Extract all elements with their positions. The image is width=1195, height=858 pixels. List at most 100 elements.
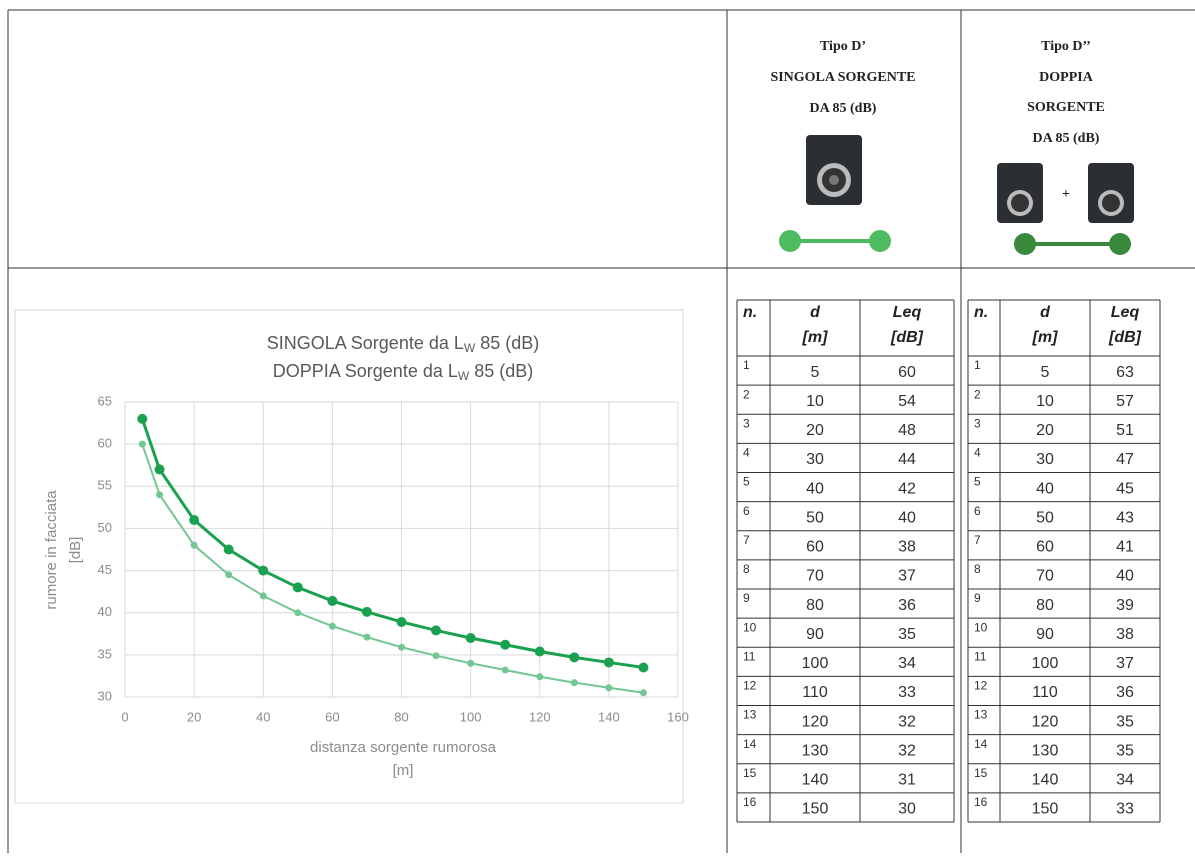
data-point xyxy=(569,652,580,663)
table-cell: 70 xyxy=(1036,568,1054,585)
y-axis-label: rumore in facciata xyxy=(43,490,60,610)
table-cell: 40 xyxy=(898,509,916,526)
row-number: 5 xyxy=(743,475,750,489)
x-axis-label: distanza sorgente rumorosa xyxy=(310,739,497,756)
table-cell: 35 xyxy=(898,626,916,643)
data-point xyxy=(467,659,475,667)
table-cell: 54 xyxy=(898,393,916,410)
table-cell: 33 xyxy=(1116,801,1134,818)
header-text: SINGOLA SORGENTE xyxy=(770,70,915,85)
row-number: 13 xyxy=(974,708,988,722)
x-axis-label: [m] xyxy=(393,762,414,779)
data-point xyxy=(156,491,164,499)
table-cell: 35 xyxy=(1116,713,1134,730)
row-number: 6 xyxy=(743,504,750,518)
x-tick-label: 40 xyxy=(256,709,270,724)
single-legend-icon xyxy=(779,230,891,252)
table-cell: 63 xyxy=(1116,364,1134,381)
row-number: 7 xyxy=(743,533,750,547)
table-header: Leq xyxy=(1111,304,1140,321)
table-cell: 39 xyxy=(1116,597,1134,614)
table-cell: 51 xyxy=(1116,422,1134,439)
table-cell: 30 xyxy=(806,451,824,468)
x-tick-label: 80 xyxy=(394,709,408,724)
data-point xyxy=(361,606,372,617)
table-header: [m] xyxy=(802,329,829,346)
x-tick-label: 160 xyxy=(667,709,689,724)
data-point xyxy=(138,440,146,448)
table-cell: 120 xyxy=(1032,713,1059,730)
data-point xyxy=(363,633,371,641)
header-text: DOPPIA xyxy=(1039,70,1094,85)
x-tick-label: 0 xyxy=(121,709,128,724)
speaker-icon xyxy=(806,135,862,205)
row-number: 14 xyxy=(743,737,757,751)
data-point xyxy=(500,639,511,650)
row-number: 8 xyxy=(974,562,981,576)
x-tick-label: 140 xyxy=(598,709,620,724)
table-cell: 48 xyxy=(898,422,916,439)
table-cell: 10 xyxy=(806,393,824,410)
table-header: n. xyxy=(743,304,757,321)
data-point xyxy=(223,544,234,555)
x-tick-label: 100 xyxy=(460,709,482,724)
table-cell: 47 xyxy=(1116,451,1134,468)
data-point xyxy=(292,582,303,593)
table-cell: 150 xyxy=(802,801,829,818)
chart-title: DOPPIA Sorgente da LW 85 (dB) xyxy=(273,361,533,383)
plus-sign: + xyxy=(1062,187,1070,202)
title-subscript: W xyxy=(464,341,476,355)
title-text: 85 (dB) xyxy=(474,361,533,381)
data-point xyxy=(137,413,148,424)
table-cell: 40 xyxy=(1116,568,1134,585)
row-number: 2 xyxy=(974,387,981,401)
table-cell: 110 xyxy=(802,684,828,701)
table-cell: 30 xyxy=(1036,451,1054,468)
y-tick-label: 35 xyxy=(98,646,112,661)
x-tick-label: 20 xyxy=(187,709,201,724)
row-number: 12 xyxy=(743,679,757,693)
y-tick-label: 50 xyxy=(98,520,112,535)
table-cell: 33 xyxy=(898,684,916,701)
table-cell: 90 xyxy=(1036,626,1054,643)
table-cell: 34 xyxy=(1116,772,1134,789)
table-cell: 32 xyxy=(898,742,916,759)
table-cell: 38 xyxy=(1116,626,1134,643)
table-header: [dB] xyxy=(1108,329,1142,346)
x-tick-label: 60 xyxy=(325,709,339,724)
y-tick-label: 65 xyxy=(98,393,112,408)
row-number: 14 xyxy=(974,737,988,751)
data-point xyxy=(259,592,267,600)
title-text: SINGOLA Sorgente da L xyxy=(267,333,464,353)
table-cell: 32 xyxy=(898,713,916,730)
header-text: DA 85 (dB) xyxy=(1033,131,1100,146)
table-cell: 44 xyxy=(898,451,916,468)
series-line xyxy=(140,418,644,669)
table-cell: 37 xyxy=(898,568,916,585)
data-point xyxy=(465,633,476,643)
data-point xyxy=(501,666,509,674)
y-tick-label: 40 xyxy=(98,604,112,619)
table-cell: 60 xyxy=(898,364,916,381)
table-cell: 10 xyxy=(1036,393,1054,410)
row-number: 12 xyxy=(974,679,988,693)
table-cell: 60 xyxy=(1036,539,1054,556)
row-number: 11 xyxy=(743,649,756,663)
table-cell: 70 xyxy=(806,568,824,585)
data-point xyxy=(605,684,613,692)
double-legend-icon xyxy=(1014,233,1131,255)
row-number: 4 xyxy=(974,446,981,460)
table-cell: 150 xyxy=(1032,801,1059,818)
data-point xyxy=(570,679,578,687)
title-subscript: W xyxy=(458,369,470,383)
data-point xyxy=(190,541,198,549)
table-cell: 130 xyxy=(802,742,829,759)
table-cell: 50 xyxy=(1036,509,1054,526)
header-text: Tipo D’’ xyxy=(1041,39,1091,54)
table-header: Leq xyxy=(893,304,922,321)
table-header: d xyxy=(810,304,821,321)
header-text: SORGENTE xyxy=(1027,100,1105,115)
row-number: 15 xyxy=(743,766,757,780)
row-number: 15 xyxy=(974,766,988,780)
row-number: 9 xyxy=(974,591,981,605)
